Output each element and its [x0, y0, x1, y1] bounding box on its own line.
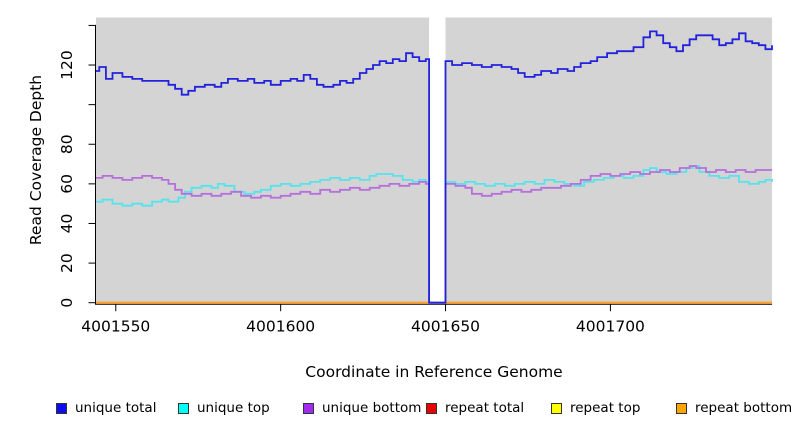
axis-layer: 0 20 40 60 80 120 4001550 4001600 4001650 4001700 [58, 24, 772, 336]
legend-swatch-unique-total [56, 402, 67, 414]
legend-label: unique bottom [322, 400, 422, 416]
coverage-gap-region [429, 17, 446, 303]
y-tick-label: 80 [58, 134, 76, 154]
legend-label: repeat bottom [695, 400, 792, 416]
legend-item-repeat-total: repeat total [426, 400, 524, 416]
series-line-unique-top [96, 165, 773, 304]
y-tick-label: 40 [58, 214, 76, 234]
y-tick-label: 20 [58, 253, 76, 273]
legend-swatch-repeat-top [551, 402, 562, 414]
x-tick-label: 4001550 [81, 318, 150, 336]
legend-item-unique-total: unique total [56, 400, 156, 416]
series-line-unique-bottom [96, 165, 772, 304]
legend-swatch-unique-bottom [303, 402, 314, 414]
legend-swatch-unique-top [178, 402, 189, 414]
x-axis-title: Coordinate in Reference Genome [305, 363, 562, 381]
legend-swatch-repeat-total [426, 402, 437, 414]
legend-item-repeat-top: repeat top [551, 400, 640, 416]
x-tick-label: 4001700 [576, 318, 645, 336]
legend-item-repeat-bottom: repeat bottom [676, 400, 792, 416]
coverage-chart: 0 20 40 60 80 120 4001550 4001600 4001650 4001700… [27, 17, 773, 381]
x-tick-label: 4001650 [411, 318, 480, 336]
legend-item-unique-bottom: unique bottom [303, 400, 421, 416]
legend-label: repeat top [570, 400, 641, 416]
x-tick-label: 4001600 [246, 318, 315, 336]
series-line-unique-total [96, 30, 773, 304]
y-tick-label: 0 [58, 298, 76, 308]
series-layer [96, 30, 773, 304]
legend-item-unique-top: unique top [178, 400, 270, 416]
y-axis-title: Read Coverage Depth [27, 75, 45, 245]
y-tick-label: 60 [58, 174, 76, 194]
legend-swatch-repeat-bottom [676, 402, 687, 414]
legend-label: unique top [197, 400, 270, 416]
legend-label: unique total [75, 400, 157, 416]
legend-label: repeat total [445, 400, 525, 416]
plot-layer [96, 17, 772, 303]
y-tick-label: 120 [58, 50, 76, 80]
